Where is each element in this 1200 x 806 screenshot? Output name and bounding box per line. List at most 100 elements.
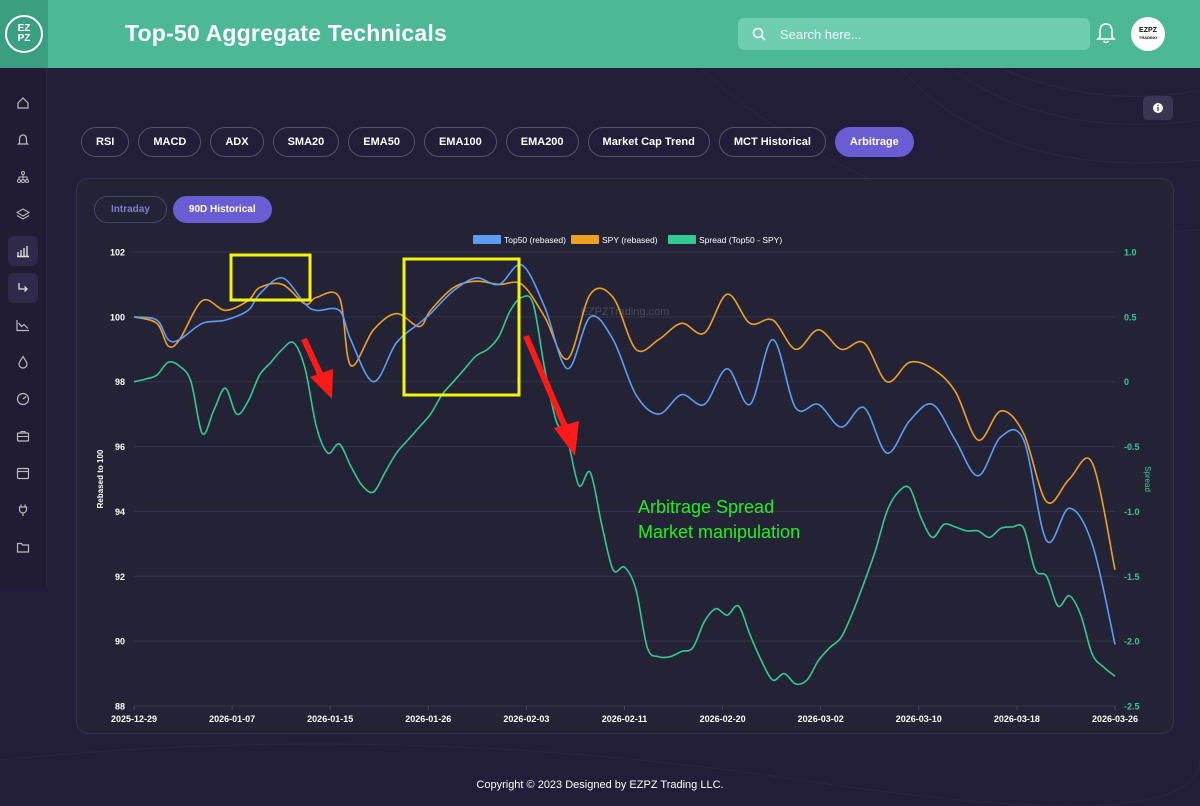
series-line-spread: [133, 294, 1116, 686]
x-tick-label: 2026-01-07: [209, 714, 255, 724]
x-tick-label: 2026-02-03: [503, 714, 549, 724]
annotation-arrow: [523, 334, 569, 431]
x-tick-label: 2026-01-26: [405, 714, 451, 724]
calendar-icon: [16, 467, 30, 480]
sidebar-item-arbitrage[interactable]: [8, 273, 38, 303]
sidebar-item-calendar[interactable]: [8, 458, 38, 488]
tab-rsi[interactable]: RSI: [81, 127, 130, 157]
x-tick-label: 2026-03-10: [896, 714, 942, 724]
chart-card: Intraday 90D Historical 88 90 92 94 96 98 100 1…: [76, 178, 1174, 734]
tab-90d-historical[interactable]: 90D Historical: [172, 196, 272, 223]
x-tick-label: 2026-01-15: [307, 714, 353, 724]
range-tabs: Intraday 90D Historical: [94, 196, 278, 223]
tab-ema50[interactable]: EMA50: [348, 127, 415, 157]
tab-ema100[interactable]: EMA100: [423, 127, 497, 157]
indicator-tabs: RSI MACD ADX SMA20 EMA50 EMA100 EMA200 M…: [81, 127, 923, 157]
logo-line1: EZ: [17, 23, 31, 34]
sidebar-item-gauge[interactable]: [8, 384, 38, 414]
y-tick-label: 88: [115, 702, 125, 712]
x-tick-label: 2025-12-29: [111, 714, 157, 724]
y-tick-label: 102: [110, 248, 125, 258]
folder-icon: [16, 542, 30, 553]
watermark: EZPZTrading.com: [581, 306, 670, 318]
sidebar-item-liquidity[interactable]: [8, 347, 38, 377]
avatar-line2: TRADING: [1138, 35, 1158, 40]
tab-ema200[interactable]: EMA200: [505, 127, 579, 157]
search-bar[interactable]: [738, 18, 1090, 50]
y-tick-label: 100: [110, 312, 125, 322]
home-icon: [17, 97, 29, 109]
annotation-arrow: [301, 337, 325, 380]
y2-axis-label: Spread: [1143, 466, 1152, 492]
y2-tick-label: -0.5: [1124, 442, 1140, 452]
hierarchy-icon: [17, 171, 29, 183]
avatar-line1: EZPZ: [1139, 27, 1157, 34]
y2-tick-label: 1.0: [1124, 248, 1137, 258]
sidebar-item-charts[interactable]: [8, 236, 38, 266]
legend-swatch: [571, 235, 599, 244]
y-tick-label: 96: [115, 442, 125, 452]
annotation-text-line2: Market manipulation: [638, 522, 800, 542]
page-title: Top-50 Aggregate Technicals: [125, 20, 447, 46]
logo-line2: PZ: [17, 33, 31, 44]
sidebar-item-folder[interactable]: [8, 532, 38, 562]
annotation-box: [229, 253, 312, 302]
y2-tick-label: -2.5: [1124, 702, 1140, 712]
app-logo[interactable]: EZ PZ: [0, 0, 48, 68]
notification-icon: [17, 134, 29, 145]
line-chart-icon: [16, 320, 29, 332]
annotation-arrowhead: [310, 369, 333, 399]
turn-arrow-icon: [18, 283, 28, 292]
y-axis-label: Rebased to 100: [96, 449, 105, 508]
search-icon: [752, 27, 766, 41]
y-tick-label: 94: [115, 507, 125, 517]
annotation-box: [402, 257, 521, 397]
tab-adx[interactable]: ADX: [210, 127, 264, 157]
sidebar-item-hierarchy[interactable]: [8, 162, 38, 192]
drop-icon: [18, 355, 28, 369]
layers-icon: [16, 208, 30, 220]
y2-tick-label: 0: [1124, 377, 1129, 387]
y-tick-label: 92: [115, 572, 125, 582]
legend-label: SPY (rebased): [602, 235, 658, 245]
x-tick-label: 2026-03-02: [798, 714, 844, 724]
y2-tick-label: -1.5: [1124, 572, 1140, 582]
annotation-arrowhead: [554, 421, 579, 456]
bell-icon[interactable]: [1096, 22, 1116, 44]
x-tick-label: 2026-03-18: [994, 714, 1040, 724]
briefcase-icon: [16, 430, 30, 442]
sidebar-item-integrations[interactable]: [8, 495, 38, 525]
series-line-spy: [133, 280, 1116, 570]
tab-macd[interactable]: MACD: [138, 127, 202, 157]
footer-copyright: Copyright © 2023 Designed by EZPZ Tradin…: [476, 779, 724, 791]
y2-tick-label: -2.0: [1124, 637, 1140, 647]
sidebar-item-home[interactable]: [8, 88, 38, 118]
tab-sma20[interactable]: SMA20: [272, 127, 340, 157]
y-tick-label: 98: [115, 377, 125, 387]
x-tick-label: 2026-02-11: [602, 714, 648, 724]
legend-label: Spread (Top50 - SPY): [699, 235, 782, 245]
search-input[interactable]: [778, 25, 1062, 43]
logo-mark: EZ PZ: [5, 15, 43, 53]
info-icon: [1153, 103, 1163, 113]
avatar[interactable]: EZPZ TRADING: [1131, 17, 1165, 51]
legend-swatch: [668, 235, 696, 244]
plug-icon: [18, 504, 28, 516]
tab-mct-historical[interactable]: MCT Historical: [718, 127, 826, 157]
sidebar-item-trends[interactable]: [8, 310, 38, 340]
sidebar-item-layers[interactable]: [8, 199, 38, 229]
bar-chart-icon: [17, 246, 29, 258]
series-line-top50: [133, 263, 1116, 645]
annotation-text-line1: Arbitrage Spread: [638, 497, 774, 517]
gauge-icon: [16, 392, 30, 406]
sidebar-item-portfolio[interactable]: [8, 421, 38, 451]
legend-swatch: [473, 235, 501, 244]
y2-tick-label: -1.0: [1124, 507, 1140, 517]
tab-arbitrage[interactable]: Arbitrage: [834, 127, 914, 157]
tab-market-cap-trend[interactable]: Market Cap Trend: [587, 127, 710, 157]
arbitrage-chart: 88 90 92 94 96 98 100 102 -2.5 -2.0 -1.5 -1.0 -0.5 0 0…: [96, 235, 1152, 724]
info-button[interactable]: [1143, 96, 1173, 120]
tab-intraday[interactable]: Intraday: [94, 196, 167, 223]
sidebar-item-notifications[interactable]: [8, 125, 38, 155]
sidebar: [0, 68, 47, 588]
